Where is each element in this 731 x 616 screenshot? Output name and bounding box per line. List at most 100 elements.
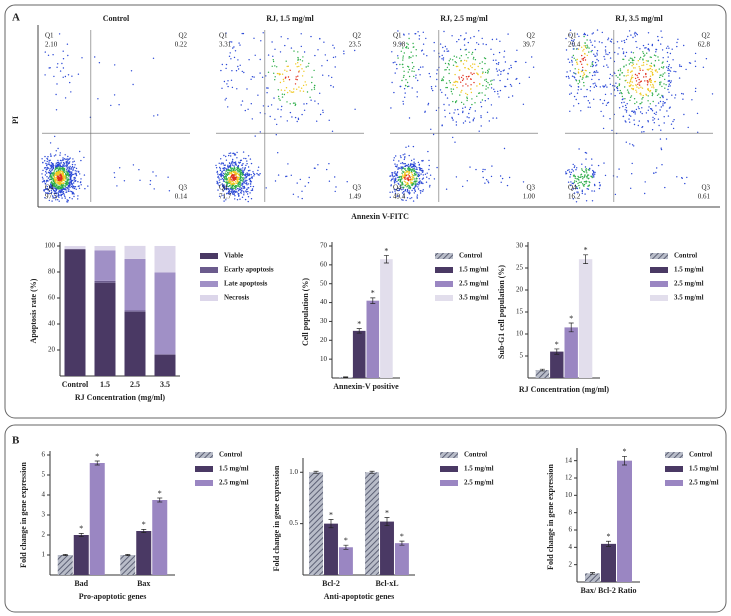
dot [569,93,571,95]
dot [393,180,395,182]
dot [52,173,54,176]
dot [444,116,446,118]
dot [625,141,627,143]
dot [571,75,574,77]
dot [480,115,482,117]
dot [634,73,637,76]
dot [635,91,638,93]
dot [301,68,303,70]
dot [460,81,462,83]
dot [634,77,637,80]
dot [418,68,420,71]
dot [225,67,227,70]
dot [69,161,71,163]
error-bar [94,460,100,466]
dot [65,166,68,168]
dot [317,103,319,105]
dot [443,50,446,52]
dot [61,171,63,173]
significance-mark: * [384,246,388,255]
dot [696,112,699,115]
dot [642,58,644,60]
dot [658,93,660,95]
legend-swatch [650,295,668,301]
dot [390,180,392,182]
dot [72,185,74,187]
dot [653,87,655,89]
dot [637,76,639,79]
dot [487,87,489,89]
dot [419,192,422,194]
dot [114,176,116,179]
dot [650,56,652,59]
dot [622,51,625,53]
dot [281,105,283,108]
dot [619,68,622,70]
dot [488,68,490,70]
dot [448,104,450,106]
quadrant-name: Q3 [352,184,361,192]
dot [259,131,261,133]
y-tick-label: 15 [516,308,524,316]
dot [416,168,418,171]
bar-segment [124,311,146,376]
dot [248,178,251,180]
dot [413,163,415,165]
dot [218,162,220,164]
dot [232,178,235,180]
dot [217,181,219,184]
bar [352,330,366,378]
dot [422,189,424,191]
dot [627,69,629,71]
quadrant-value: 97.5 [45,193,58,201]
dot [416,196,418,198]
dot [56,184,58,186]
dot [581,46,583,48]
bar [578,259,593,378]
dot [238,176,240,179]
dot [618,107,621,109]
dot [588,47,590,49]
dot [230,58,232,60]
dot [601,42,603,44]
quadrant-value: 39.7 [523,41,536,49]
dot [594,173,596,175]
dot [484,62,486,65]
dot [390,175,392,177]
dot [660,66,663,69]
dot [635,80,638,82]
dot [605,104,608,107]
dot [662,57,664,59]
dot [633,123,636,126]
dot [402,188,404,190]
dot [226,184,228,186]
dot [686,176,688,179]
dot [414,183,417,185]
dot [313,88,316,90]
dot [123,180,126,182]
dot [569,110,571,113]
dot [446,50,448,52]
dot [476,72,478,74]
dot [281,93,284,95]
dot [221,183,223,185]
dot [591,44,594,46]
dot [660,43,662,45]
dot [307,65,309,67]
dot [663,66,665,68]
dot [233,167,235,169]
dot [585,158,587,160]
dot [655,113,657,116]
dot [409,197,411,200]
quadrant-value: 71.7 [219,193,232,201]
dot [67,172,69,174]
dot [480,116,482,119]
dot [655,111,658,113]
dot [669,52,672,55]
dot [662,61,664,63]
dot [650,62,653,64]
legend-swatch [665,452,683,458]
bar [617,460,632,582]
dot [599,99,601,101]
dot [455,80,457,83]
